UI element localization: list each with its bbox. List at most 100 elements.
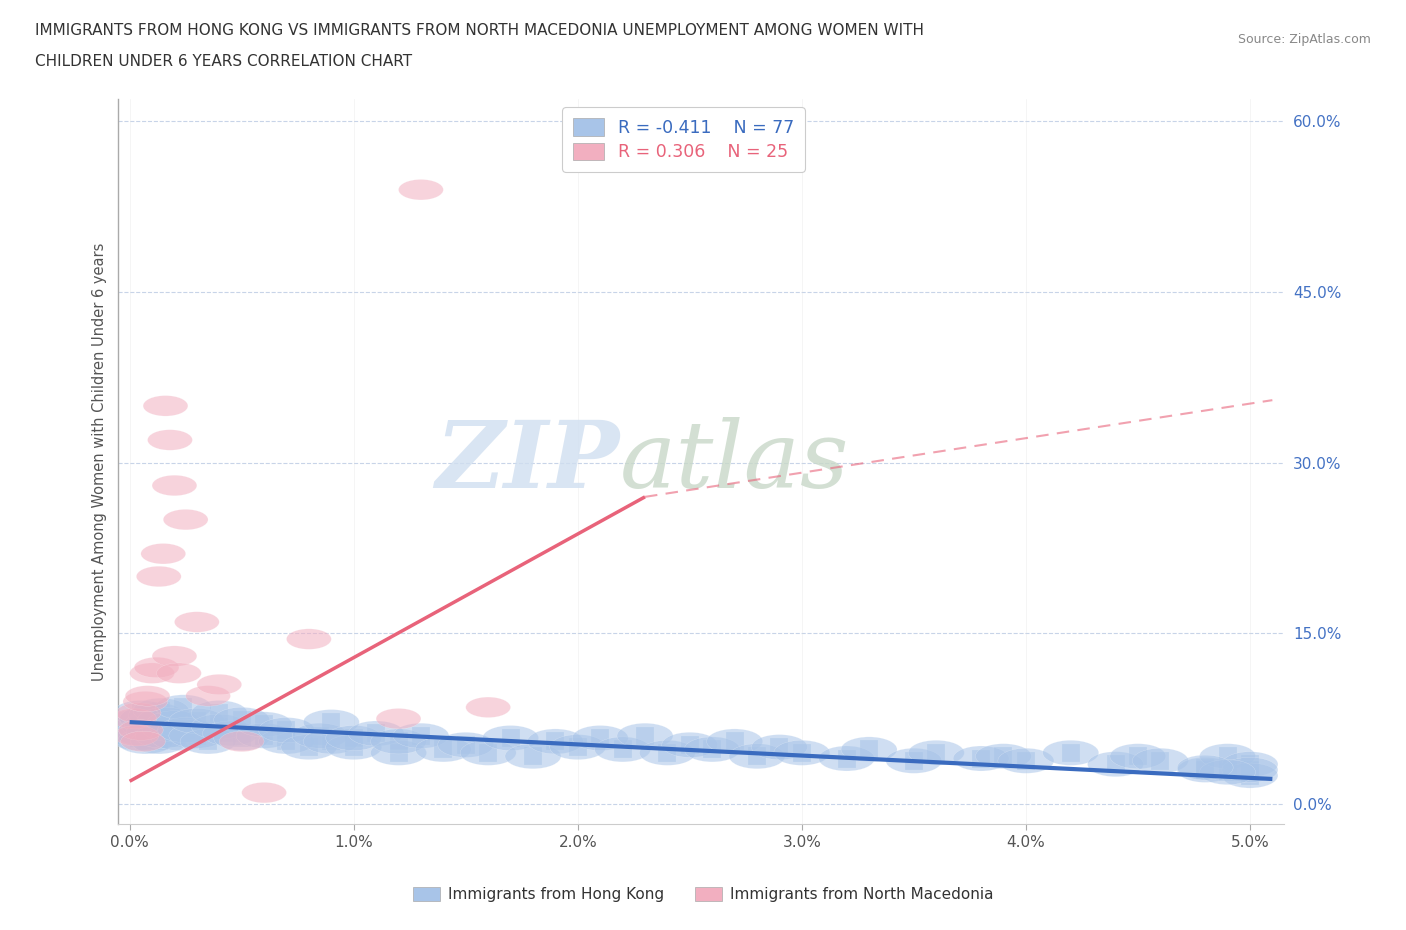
Point bbox=[219, 726, 242, 741]
Point bbox=[122, 723, 145, 737]
Point bbox=[150, 703, 173, 718]
Point bbox=[768, 739, 790, 754]
Point bbox=[790, 745, 813, 760]
Point bbox=[544, 734, 567, 749]
Ellipse shape bbox=[976, 744, 1032, 769]
Ellipse shape bbox=[219, 731, 264, 751]
Ellipse shape bbox=[143, 395, 188, 416]
Point bbox=[835, 751, 858, 766]
Point bbox=[1104, 757, 1126, 772]
Ellipse shape bbox=[707, 729, 762, 754]
Ellipse shape bbox=[148, 430, 193, 450]
Ellipse shape bbox=[105, 718, 162, 742]
Point bbox=[134, 734, 156, 749]
Point bbox=[298, 739, 321, 754]
Ellipse shape bbox=[371, 729, 426, 754]
Ellipse shape bbox=[134, 698, 188, 724]
Ellipse shape bbox=[1222, 757, 1278, 782]
Point bbox=[132, 726, 155, 741]
Ellipse shape bbox=[773, 740, 830, 765]
Ellipse shape bbox=[242, 782, 287, 803]
Ellipse shape bbox=[186, 685, 231, 706]
Ellipse shape bbox=[163, 510, 208, 530]
Ellipse shape bbox=[157, 718, 214, 742]
Ellipse shape bbox=[1132, 749, 1188, 773]
Text: CHILDREN UNDER 6 YEARS CORRELATION CHART: CHILDREN UNDER 6 YEARS CORRELATION CHART bbox=[35, 54, 412, 69]
Point bbox=[477, 745, 499, 760]
Ellipse shape bbox=[572, 725, 628, 751]
Point bbox=[197, 734, 219, 749]
Ellipse shape bbox=[505, 744, 561, 769]
Ellipse shape bbox=[1222, 751, 1278, 777]
Ellipse shape bbox=[131, 729, 187, 754]
Point bbox=[321, 714, 343, 729]
Ellipse shape bbox=[886, 749, 942, 773]
Ellipse shape bbox=[460, 740, 516, 765]
Ellipse shape bbox=[122, 691, 167, 711]
Point bbox=[1194, 763, 1216, 777]
Ellipse shape bbox=[124, 711, 180, 737]
Ellipse shape bbox=[287, 629, 332, 649]
Ellipse shape bbox=[134, 658, 179, 678]
Point bbox=[139, 719, 162, 734]
Ellipse shape bbox=[1177, 757, 1233, 782]
Point bbox=[679, 737, 702, 752]
Text: IMMIGRANTS FROM HONG KONG VS IMMIGRANTS FROM NORTH MACEDONIA UNEMPLOYMENT AMONG : IMMIGRANTS FROM HONG KONG VS IMMIGRANTS … bbox=[35, 23, 924, 38]
Point bbox=[174, 723, 197, 737]
Ellipse shape bbox=[818, 746, 875, 771]
Ellipse shape bbox=[685, 737, 740, 762]
Legend: Immigrants from Hong Kong, Immigrants from North Macedonia: Immigrants from Hong Kong, Immigrants fr… bbox=[406, 881, 1000, 909]
Ellipse shape bbox=[108, 710, 165, 735]
Ellipse shape bbox=[908, 740, 965, 765]
Ellipse shape bbox=[304, 710, 360, 735]
Point bbox=[276, 734, 298, 749]
Point bbox=[1239, 757, 1261, 772]
Ellipse shape bbox=[1222, 763, 1278, 788]
Point bbox=[253, 717, 276, 732]
Point bbox=[723, 734, 745, 749]
Ellipse shape bbox=[136, 566, 181, 587]
Y-axis label: Unemployment Among Women with Children Under 6 years: Unemployment Among Women with Children U… bbox=[93, 243, 107, 681]
Point bbox=[925, 745, 948, 760]
Ellipse shape bbox=[349, 721, 404, 746]
Ellipse shape bbox=[180, 729, 236, 754]
Point bbox=[231, 712, 253, 727]
Point bbox=[163, 716, 186, 731]
Point bbox=[253, 728, 276, 743]
Ellipse shape bbox=[114, 725, 159, 746]
Ellipse shape bbox=[841, 737, 897, 762]
Ellipse shape bbox=[122, 714, 177, 739]
Ellipse shape bbox=[191, 714, 247, 739]
Text: Source: ZipAtlas.com: Source: ZipAtlas.com bbox=[1237, 33, 1371, 46]
Ellipse shape bbox=[326, 735, 381, 760]
Ellipse shape bbox=[1199, 744, 1256, 769]
Ellipse shape bbox=[730, 744, 785, 769]
Ellipse shape bbox=[156, 663, 201, 684]
Ellipse shape bbox=[191, 700, 247, 725]
Point bbox=[208, 719, 231, 734]
Ellipse shape bbox=[129, 663, 174, 684]
Point bbox=[634, 728, 657, 743]
Point bbox=[1060, 745, 1083, 760]
Point bbox=[903, 753, 925, 768]
Ellipse shape bbox=[156, 695, 211, 720]
Point bbox=[970, 751, 993, 766]
Ellipse shape bbox=[371, 740, 426, 765]
Point bbox=[1015, 753, 1038, 768]
Ellipse shape bbox=[120, 706, 176, 731]
Ellipse shape bbox=[111, 725, 167, 751]
Point bbox=[993, 749, 1015, 764]
Point bbox=[745, 749, 768, 764]
Ellipse shape bbox=[550, 735, 606, 760]
Ellipse shape bbox=[1043, 740, 1098, 765]
Point bbox=[612, 742, 634, 757]
Ellipse shape bbox=[415, 737, 471, 762]
Ellipse shape bbox=[1199, 760, 1256, 785]
Point bbox=[522, 749, 544, 764]
Ellipse shape bbox=[1177, 755, 1233, 780]
Point bbox=[409, 728, 432, 743]
Ellipse shape bbox=[150, 725, 207, 751]
Point bbox=[128, 731, 150, 746]
Ellipse shape bbox=[953, 746, 1010, 771]
Point bbox=[657, 745, 679, 760]
